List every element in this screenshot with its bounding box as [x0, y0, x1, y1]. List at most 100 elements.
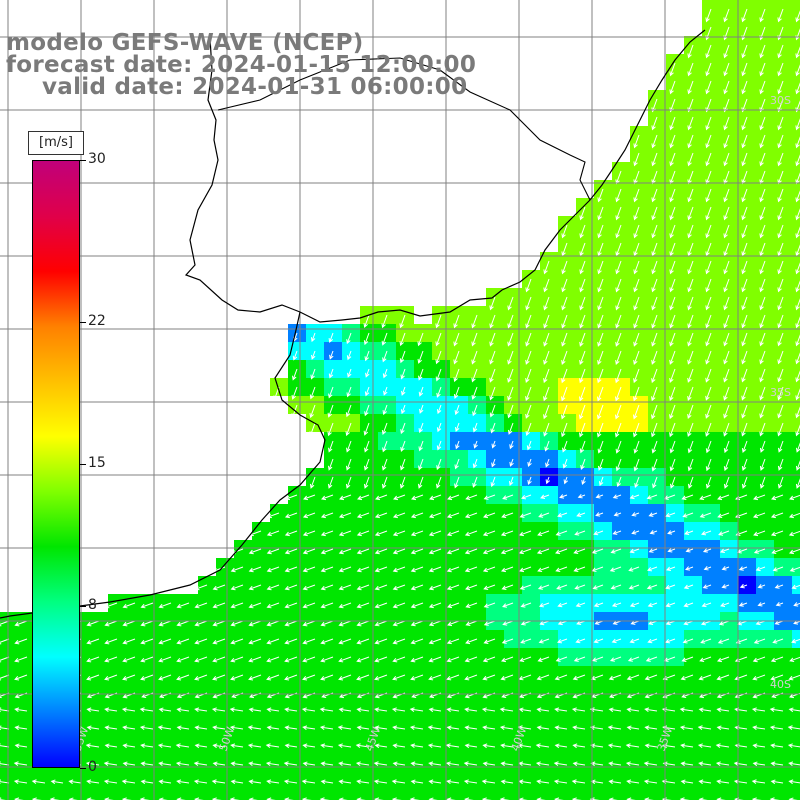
- wind-arrow: [669, 332, 676, 347]
- wind-arrow: [446, 674, 460, 681]
- wind-arrow: [302, 602, 316, 609]
- wind-arrow: [428, 707, 442, 713]
- wind-arrow: [327, 476, 334, 489]
- colorbar-tick-label: 15: [88, 455, 106, 471]
- wind-arrow: [411, 494, 424, 501]
- wind-arrow: [669, 80, 676, 95]
- wind-arrow: [769, 707, 784, 712]
- wind-arrow: [392, 761, 406, 767]
- wind-arrow: [777, 476, 784, 489]
- wind-arrow: [284, 638, 298, 645]
- wind-cell: [612, 792, 630, 800]
- wind-arrow: [481, 707, 496, 713]
- wind-arrow: [391, 707, 406, 713]
- wind-arrow: [631, 530, 640, 535]
- wind-cell: [288, 792, 306, 800]
- wind-arrow: [365, 368, 370, 378]
- wind-arrow: [578, 404, 586, 420]
- wind-arrow: [453, 350, 460, 365]
- wind-arrow: [562, 458, 568, 469]
- wind-arrow: [615, 242, 622, 257]
- wind-cell: [792, 306, 800, 324]
- lat-label: 30S: [770, 94, 791, 107]
- model-title: modelo GEFS-WAVE (NCEP): [6, 30, 364, 56]
- wind-arrow: [454, 458, 460, 470]
- wind-cell: [792, 630, 800, 648]
- wind-arrow: [608, 674, 622, 681]
- wind-arrow: [723, 44, 730, 59]
- wind-arrow: [464, 566, 478, 573]
- wind-arrow: [338, 602, 352, 609]
- wind-arrow: [553, 761, 568, 766]
- wind-arrow: [571, 797, 582, 800]
- wind-arrow: [759, 440, 766, 453]
- wind-arrow: [561, 422, 568, 438]
- wind-arrow: [633, 458, 640, 472]
- wind-arrow: [554, 674, 568, 681]
- wind-arrow: [428, 638, 442, 645]
- wind-arrow: [194, 743, 208, 749]
- wind-arrow: [357, 494, 370, 501]
- wind-arrow: [85, 743, 100, 748]
- wind-cell: [792, 360, 800, 378]
- wind-arrow: [723, 422, 730, 437]
- wind-arrow: [578, 422, 586, 438]
- wind-arrow: [374, 725, 388, 731]
- wind-arrow: [717, 494, 730, 501]
- wind-arrow: [628, 566, 640, 572]
- wind-arrow: [446, 656, 460, 663]
- wind-arrow: [121, 779, 136, 784]
- wind-arrow: [788, 530, 800, 537]
- wind-cell: [792, 144, 800, 162]
- wind-arrow: [374, 512, 388, 519]
- wind-arrow: [381, 422, 388, 436]
- wind-arrow: [465, 602, 478, 609]
- wind-arrow: [561, 386, 568, 402]
- wind-arrow: [392, 725, 406, 731]
- wind-arrow: [230, 602, 244, 609]
- wind-arrow: [472, 476, 478, 488]
- wind-cell: [792, 792, 800, 800]
- wind-arrow: [400, 458, 406, 471]
- wind-arrow: [489, 404, 496, 418]
- wind-arrow: [572, 674, 586, 681]
- wind-arrow: [615, 314, 622, 329]
- wind-arrow: [428, 620, 442, 627]
- wind-arrow: [680, 761, 694, 767]
- wind-arrow: [338, 566, 352, 573]
- wind-arrow: [525, 368, 532, 384]
- wind-cell: [792, 468, 800, 486]
- wind-arrow: [771, 548, 784, 555]
- wind-arrow: [702, 548, 712, 553]
- wind-arrow: [436, 386, 442, 398]
- wind-arrow: [752, 761, 766, 767]
- wind-arrow: [680, 743, 694, 749]
- wind-arrow: [266, 620, 280, 627]
- wind-arrow: [723, 368, 730, 383]
- wind-arrow: [284, 530, 298, 537]
- wind-arrow: [579, 206, 586, 221]
- wind-arrow: [759, 350, 766, 365]
- wind-arrow: [795, 298, 800, 311]
- wind-arrow: [614, 404, 622, 420]
- wind-arrow: [355, 761, 370, 767]
- wind-cell: [792, 774, 800, 792]
- wind-arrow: [540, 494, 550, 499]
- wind-arrow: [291, 386, 298, 400]
- wind-arrow: [651, 458, 658, 472]
- wind-arrow: [687, 350, 694, 365]
- wind-arrow: [339, 494, 352, 501]
- wind-arrow: [554, 707, 568, 713]
- wind-arrow: [319, 707, 334, 712]
- wind-arrow: [338, 548, 352, 555]
- wind-arrow: [795, 442, 800, 453]
- wind-arrow: [741, 188, 748, 203]
- wind-arrow: [374, 602, 388, 609]
- colorbar-tick-mark: [80, 768, 86, 769]
- wind-arrow: [561, 242, 568, 257]
- wind-arrow: [391, 779, 406, 784]
- wind-arrow: [374, 674, 388, 681]
- wind-arrow: [320, 638, 334, 645]
- wind-arrow: [554, 743, 568, 749]
- wind-arrow: [787, 743, 800, 749]
